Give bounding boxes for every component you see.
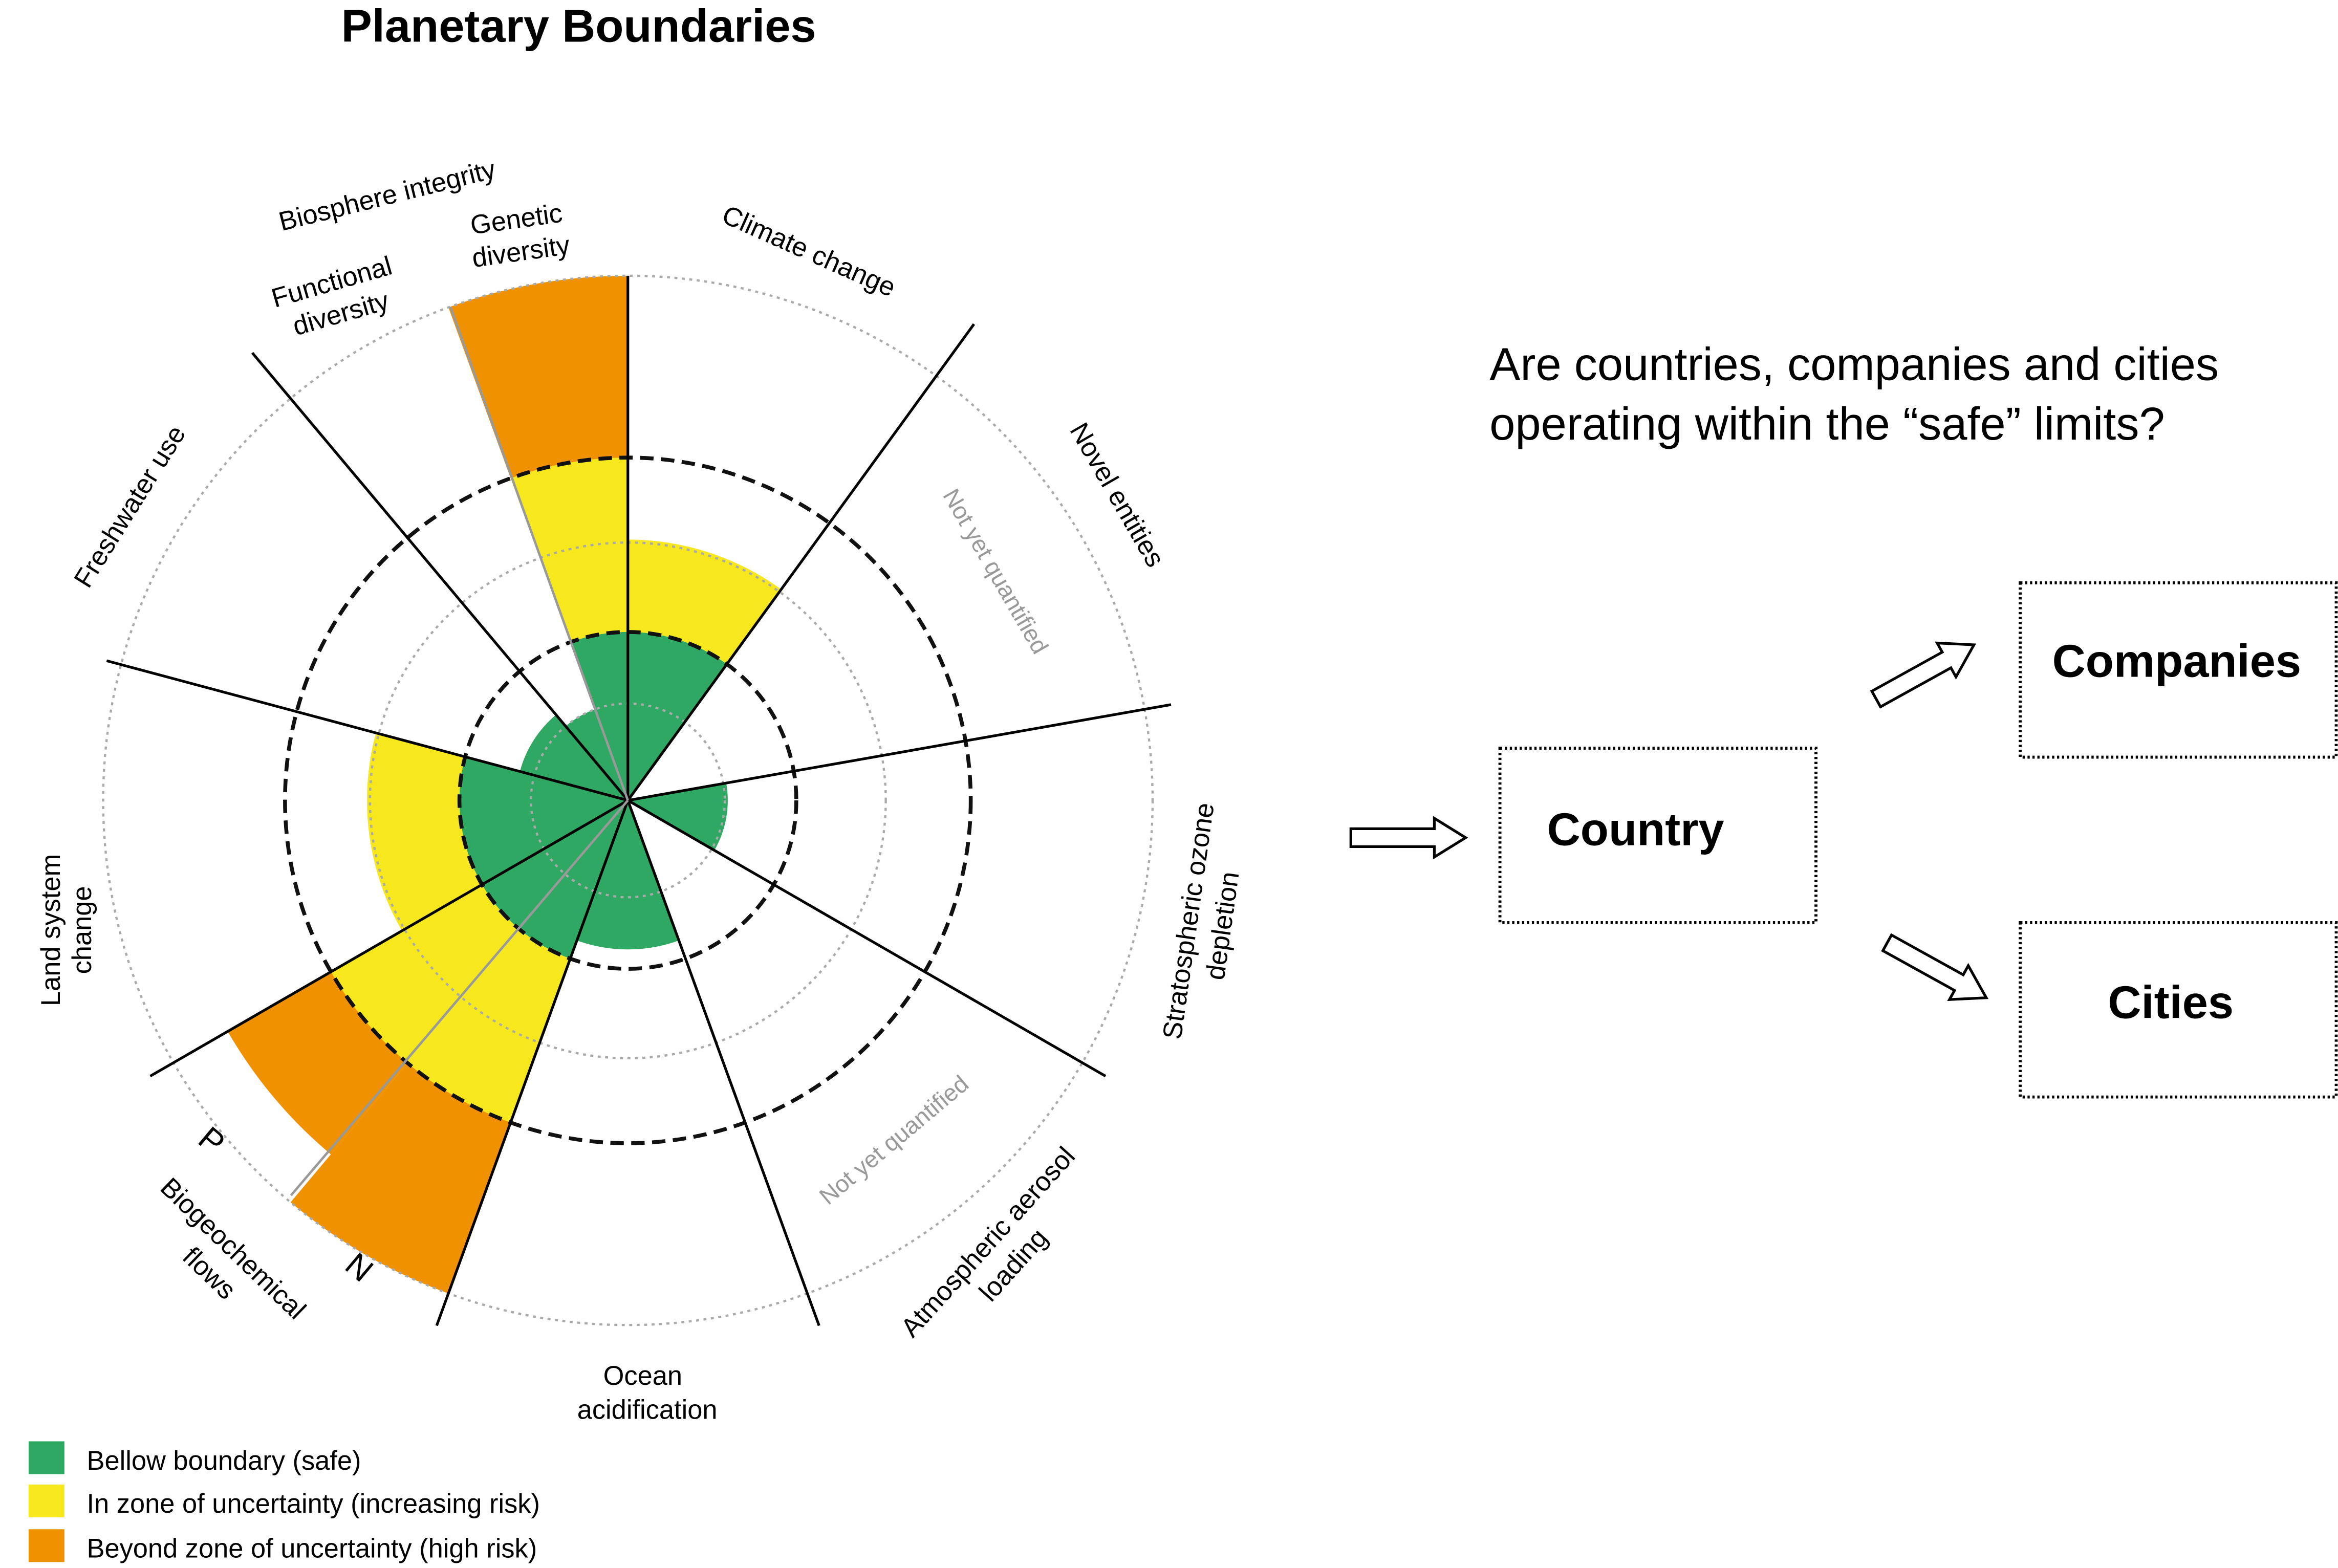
label-ozone-depletion: Stratospheric ozone depletion (1158, 801, 1245, 1041)
biosphere-sub-divider (449, 307, 629, 801)
grid-circle-outer (102, 274, 1154, 1326)
spoke-aerosol-ocean (626, 800, 820, 1326)
label-land-line2: change (68, 886, 97, 974)
legend-swatch-high (28, 1529, 64, 1562)
label-biogeochemical-flows: Biogeochemical flows (155, 1172, 311, 1325)
label-functional-diversity: Functional diversity (268, 251, 395, 341)
cities-label: Cities (2108, 976, 2234, 1028)
label-ocean-line2: acidification (577, 1396, 718, 1425)
question-line-1: Are countries, companies and cities (1489, 339, 2219, 390)
wedge-freshwater-safe (519, 714, 628, 801)
label-phosphorus: P (191, 1119, 232, 1162)
spoke-novel-ozone (627, 703, 1172, 802)
country-box (1498, 747, 1817, 924)
entity-boxes (1498, 581, 2338, 1099)
spoke-ozone-aerosol (627, 799, 1107, 1078)
wedge-land-uncertain (367, 733, 482, 931)
label-land-line1: Land system (36, 854, 66, 1006)
label-aerosol-loading: Atmospheric aerosol loading (895, 1141, 1081, 1343)
diagram-title: Planetary Boundaries (341, 1, 816, 52)
wedge-phosphorus-high (227, 971, 408, 1155)
question-text: Are countries, companies and cities oper… (1489, 339, 2219, 450)
legend: Bellow boundary (safe) In zone of uncert… (28, 1441, 540, 1564)
question-line-2: operating within the “safe” limits? (1489, 398, 2164, 450)
arrow-to-country (1349, 816, 1468, 860)
sector-dividers (106, 275, 1172, 1326)
companies-label: Companies (2052, 635, 2302, 687)
label-ocean-line1: Ocean (603, 1361, 682, 1391)
segment-labels: Climate change Novel entities Stratosphe… (36, 155, 1245, 1425)
wedge-ocean-safe (577, 800, 679, 950)
legend-label-uncertain: In zone of uncertainty (increasing risk) (86, 1489, 539, 1519)
wedge-nitrogen-high (290, 1063, 511, 1294)
country-label: Country (1547, 803, 1724, 855)
label-biogeo-line1: Biogeochemical (155, 1172, 311, 1325)
flow-arrows (1349, 641, 1989, 1001)
companies-box (2019, 581, 2338, 759)
spoke-climate-novel (626, 323, 976, 801)
label-novel-entities: Novel entities (1064, 418, 1170, 572)
legend-swatch-uncertain (28, 1484, 64, 1517)
wedge-nitrogen-uncertain (407, 929, 571, 1123)
entity-labels: Country Companies Cities (1547, 635, 2302, 1028)
spoke-biogeo-land (149, 799, 629, 1078)
legend-swatch-safe (28, 1441, 64, 1474)
label-not-quantified-novel: Not yet quantified (938, 484, 1053, 658)
arrow-to-cities (1881, 933, 1989, 1001)
label-ocean-acidification: Ocean acidification (577, 1361, 718, 1425)
label-climate-change: Climate change (718, 200, 900, 303)
arrow-to-companies (1870, 641, 1977, 709)
label-not-quantified-aerosol: Not yet quantified (814, 1070, 973, 1210)
spoke-ocean-biogeo (435, 800, 630, 1326)
label-land-system-change: Land system change (36, 854, 97, 1006)
legend-label-safe: Bellow boundary (safe) (86, 1446, 361, 1476)
spoke-land-freshwater (106, 659, 629, 802)
wedge-ozone-safe (627, 783, 728, 851)
spoke-freshwater-biosphere (251, 352, 629, 801)
wedge-phosphorus-uncertain (331, 884, 520, 1063)
label-biosphere-integrity: Biosphere integrity (276, 155, 499, 237)
wedge-functional-safe (566, 709, 628, 801)
label-freshwater-use: Freshwater use (69, 420, 192, 593)
legend-label-high: Beyond zone of uncertainty (high risk) (86, 1534, 537, 1564)
sub-dividers (290, 307, 629, 1196)
biogeochemical-sub-divider (290, 799, 629, 1196)
label-genetic-diversity: Genetic diversity (468, 198, 572, 273)
wedge-land-safe (459, 756, 628, 885)
wedge-phosphorus-safe (482, 800, 628, 930)
cities-box (2019, 921, 2338, 1099)
